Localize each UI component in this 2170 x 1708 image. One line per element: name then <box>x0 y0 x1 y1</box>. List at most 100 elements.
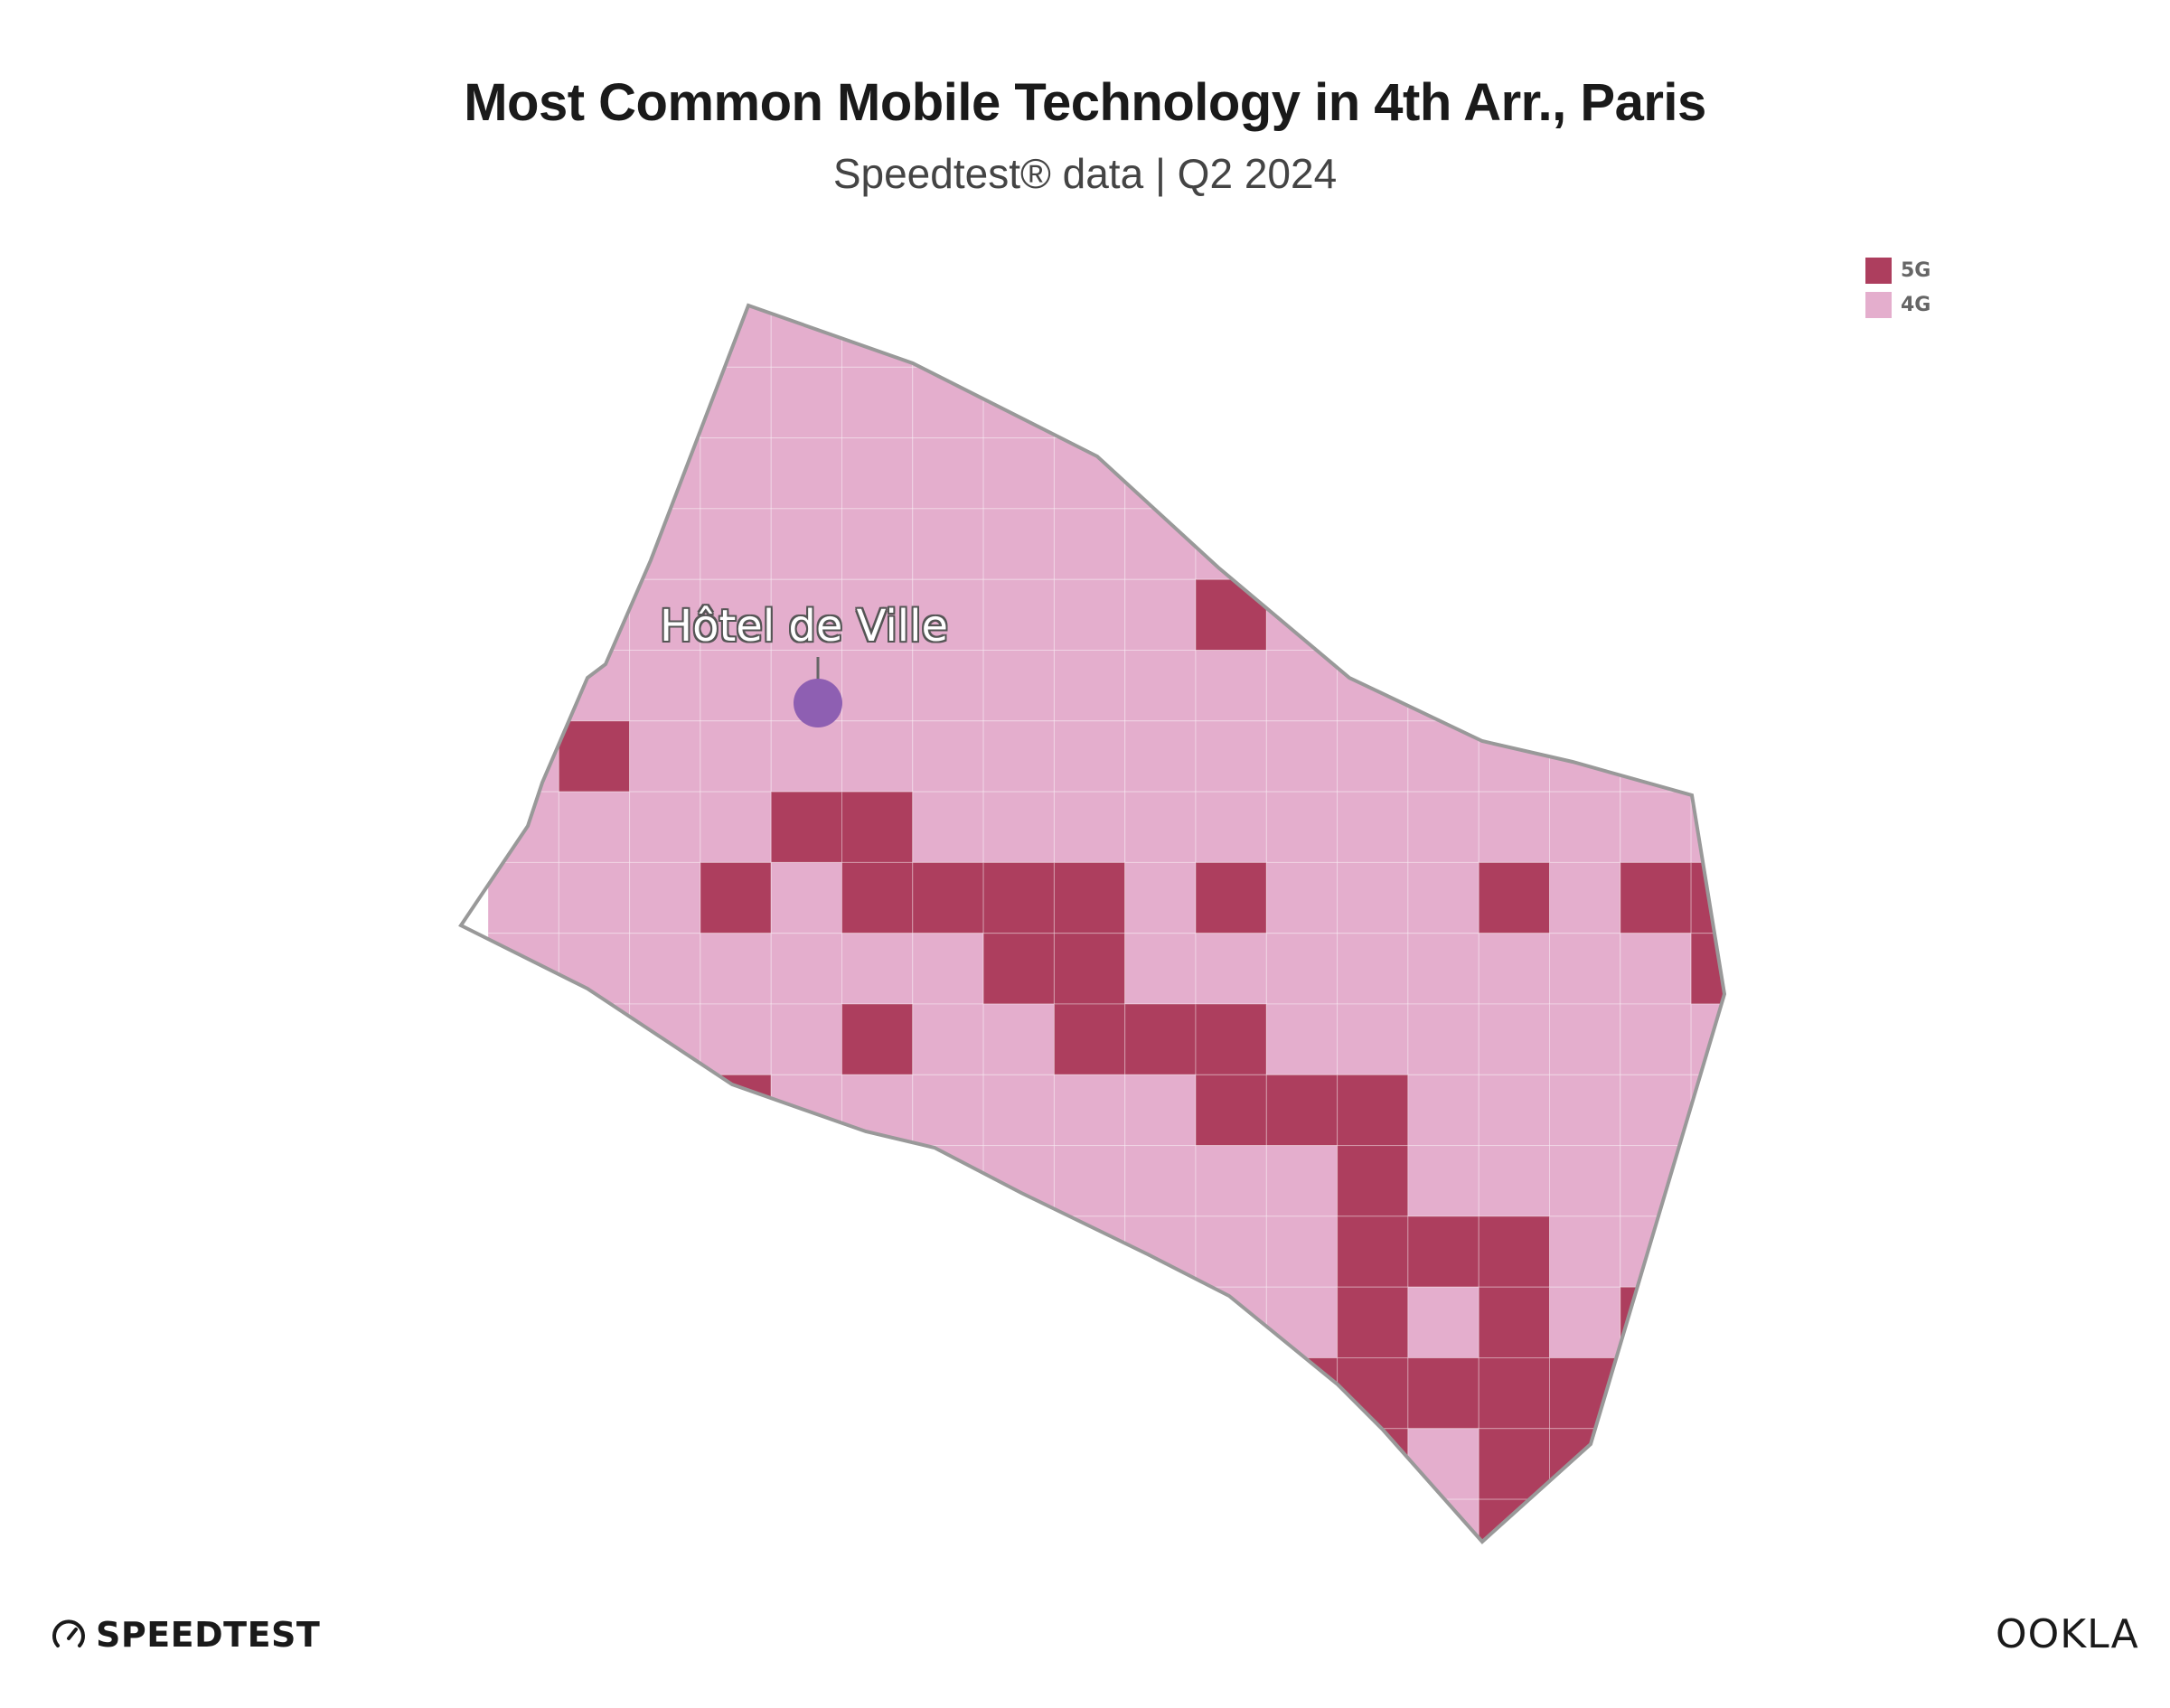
cell-4g <box>770 366 843 439</box>
cell-4g <box>912 508 984 580</box>
cell-4g <box>1265 305 1339 368</box>
cell-4g <box>841 508 914 580</box>
cell-4g <box>700 933 772 1005</box>
cell-4g <box>1195 1145 1267 1217</box>
cell-4g <box>912 366 984 439</box>
cell-4g <box>558 366 631 439</box>
cell-4g <box>1124 437 1197 510</box>
cell-4g <box>1478 508 1550 580</box>
cell-4g <box>1407 1498 1480 1542</box>
cell-4g <box>1478 791 1550 863</box>
cell-4g <box>1690 1498 1724 1542</box>
cell-4g <box>1195 366 1267 439</box>
cell-4g <box>982 437 1055 510</box>
legend-swatch-5g <box>1865 257 1892 284</box>
legend-swatch-4g <box>1865 291 1892 318</box>
cell-4g <box>700 1286 772 1358</box>
cell-4g <box>1265 861 1339 934</box>
cell-4g <box>982 1428 1055 1500</box>
cell-4g <box>1690 1003 1724 1075</box>
legend-label-4g: 4G <box>1901 293 1931 316</box>
cell-4g <box>629 1286 701 1358</box>
cell-4g <box>1337 1498 1409 1542</box>
cell-4g <box>1053 305 1126 368</box>
cell-4g <box>1478 650 1550 722</box>
cell-4g <box>1407 720 1480 793</box>
cell-5g <box>558 720 631 793</box>
cell-4g <box>700 437 772 510</box>
cell-4g <box>1053 791 1126 863</box>
cell-4g <box>1549 508 1621 580</box>
cell-4g <box>1265 650 1339 722</box>
cell-4g <box>1265 1498 1339 1542</box>
cell-4g <box>841 650 914 722</box>
cell-4g <box>1690 305 1724 368</box>
cell-4g <box>1549 1003 1621 1075</box>
cell-4g <box>1337 933 1409 1005</box>
cell-4g <box>487 366 559 439</box>
cell-5g <box>1337 1286 1409 1358</box>
cell-4g <box>1620 933 1692 1005</box>
cell-4g <box>1407 1074 1480 1147</box>
cell-4g <box>1690 650 1724 722</box>
cell-4g <box>912 791 984 863</box>
cell-5g <box>1124 1003 1197 1075</box>
cell-4g <box>1407 933 1480 1005</box>
cell-4g <box>1265 1003 1339 1075</box>
cell-4g <box>1124 1215 1197 1288</box>
cell-4g <box>1124 305 1197 368</box>
cell-4g <box>700 1357 772 1430</box>
cell-4g <box>1265 720 1339 793</box>
cell-4g <box>700 720 772 793</box>
cell-4g <box>700 508 772 580</box>
cell-5g <box>1195 1074 1267 1147</box>
cell-4g <box>700 1215 772 1288</box>
cell-5g <box>1265 1074 1339 1147</box>
cell-4g <box>1124 1074 1197 1147</box>
cell-4g <box>1195 1428 1267 1500</box>
cell-4g <box>1690 720 1724 793</box>
cell-4g <box>1620 305 1692 368</box>
cell-4g <box>1265 1286 1339 1358</box>
cell-4g <box>841 1286 914 1358</box>
cell-4g <box>629 305 701 368</box>
cell-4g <box>487 508 559 580</box>
cell-4g <box>982 791 1055 863</box>
cell-4g <box>558 861 631 934</box>
cell-5g <box>1337 1074 1409 1147</box>
marker-label-hotel-de-ville: Hôtel de Ville <box>660 601 948 652</box>
cell-4g <box>1053 1428 1126 1500</box>
cell-4g <box>982 578 1055 652</box>
cell-5g <box>1478 1286 1550 1358</box>
cell-4g <box>629 720 701 793</box>
cell-4g <box>1407 437 1480 510</box>
cell-4g <box>841 933 914 1005</box>
cell-4g <box>629 1145 701 1217</box>
cell-4g <box>700 1498 772 1542</box>
cell-4g <box>629 578 701 652</box>
cell-4g <box>1265 366 1339 439</box>
cell-4g <box>1124 1145 1197 1217</box>
location-dot-icon[interactable] <box>794 679 842 727</box>
cell-4g <box>1265 1428 1339 1500</box>
cell-4g <box>841 1498 914 1542</box>
cell-4g <box>1195 791 1267 863</box>
cell-5g <box>982 861 1055 934</box>
cell-4g <box>629 437 701 510</box>
cell-4g <box>1195 1215 1267 1288</box>
cell-4g <box>1053 508 1126 580</box>
cell-4g <box>1337 305 1409 368</box>
cell-4g <box>1690 1286 1724 1358</box>
cell-4g <box>912 1428 984 1500</box>
cell-4g <box>1407 578 1480 652</box>
cell-5g <box>841 791 914 863</box>
cell-4g <box>700 1145 772 1217</box>
cell-4g <box>1407 791 1480 863</box>
legend-label-5g: 5G <box>1901 258 1931 282</box>
cell-4g <box>1053 366 1126 439</box>
cell-4g <box>770 1357 843 1430</box>
cell-5g <box>700 861 772 934</box>
cell-4g <box>1478 366 1550 439</box>
cell-4g <box>487 1215 559 1288</box>
cell-4g <box>841 578 914 652</box>
